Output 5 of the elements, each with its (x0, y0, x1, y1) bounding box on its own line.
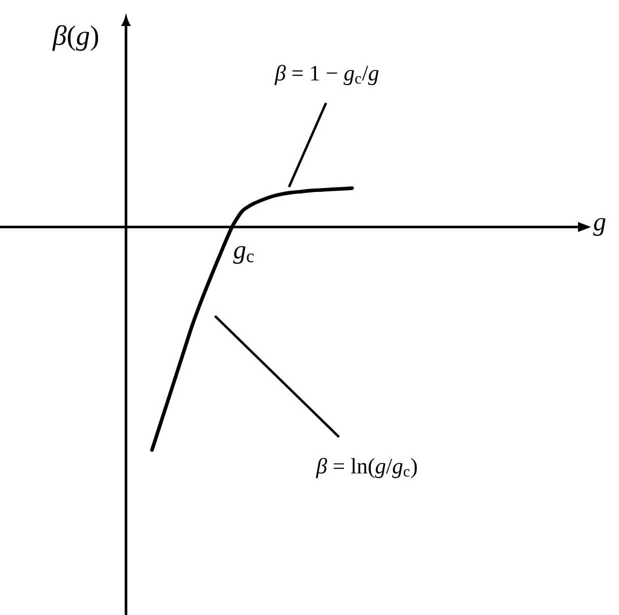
text: β = 1 − g$_{c}$/g (274, 64, 378, 86)
text: β(g) (52, 25, 98, 51)
text: β = ln(g/g$_{c}$) (316, 458, 417, 478)
text: g (593, 218, 606, 236)
annotation: g$_{c}$ (233, 246, 254, 264)
